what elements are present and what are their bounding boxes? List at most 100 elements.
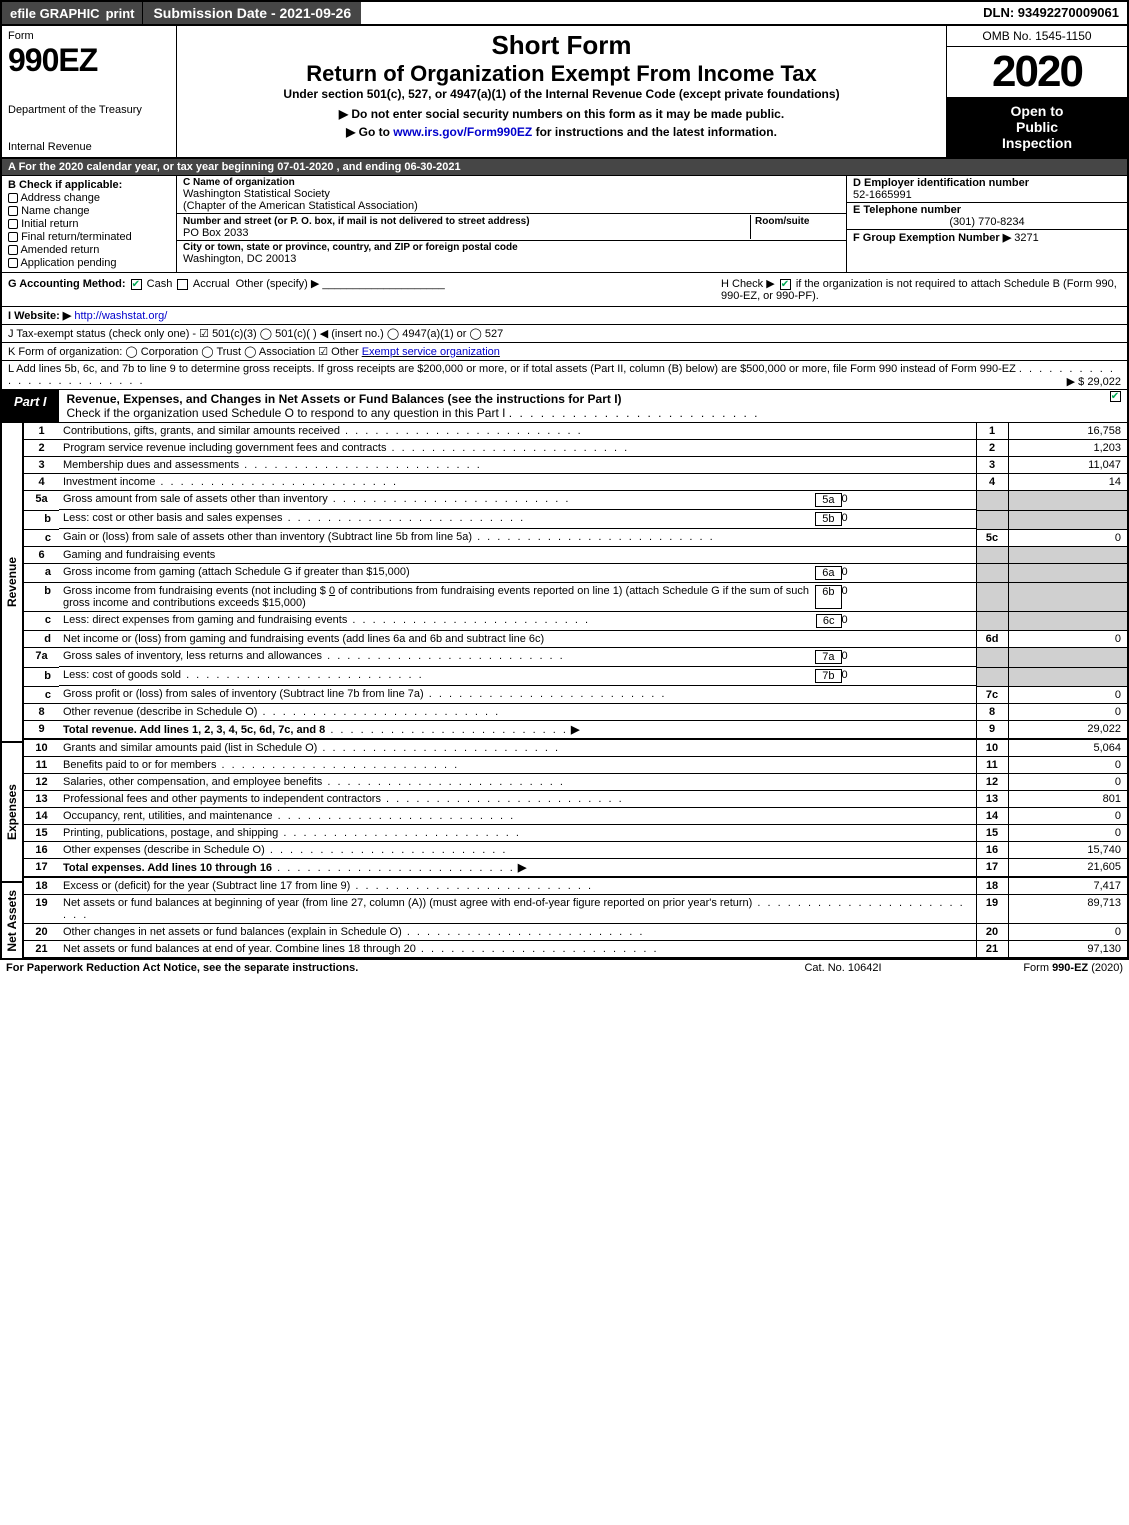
dots-icon [509,406,760,420]
omb-number: OMB No. 1545-1150 [947,26,1127,47]
topbar-efile-graphic: efile GRAPHIC print [2,2,142,24]
checkbox-icon[interactable] [8,245,18,255]
checkbox-icon[interactable] [177,279,188,290]
form-number: 990EZ [8,42,170,79]
b-amended[interactable]: Amended return [8,244,170,256]
l-text: L Add lines 5b, 6c, and 7b to line 9 to … [8,363,1016,375]
phone-value: (301) 770-8234 [853,216,1121,228]
k-value[interactable]: Exempt service organization [362,346,500,358]
open-inspection: Open to Public Inspection [947,97,1127,157]
checkbox-icon[interactable] [8,206,18,216]
org-name: Washington Statistical Society [183,188,840,200]
l-amount: ▶ $ 29,022 [1067,375,1121,388]
part-i-tag: Part I [2,390,59,422]
row-gh: G Accounting Method: Cash Accrual Other … [0,273,1129,307]
room-label: Room/suite [755,216,809,227]
line-5b: bLess: cost or other basis and sales exp… [23,510,1128,529]
ein-value: 52-1665991 [853,189,1121,201]
b-final-return[interactable]: Final return/terminated [8,231,170,243]
part-i-title-text: Revenue, Expenses, and Changes in Net As… [67,392,622,406]
side-labels: Revenue Expenses Net Assets [0,423,22,959]
insp-line1: Open to [949,103,1125,119]
submission-date: Submission Date - 2021-09-26 [142,2,361,24]
row-k-form-org: K Form of organization: ◯ Corporation ◯ … [0,343,1129,361]
lines-grid: Revenue Expenses Net Assets 1Contributio… [0,423,1129,959]
g-other: Other (specify) ▶ [236,278,320,290]
line-16: 16Other expenses (describe in Schedule O… [23,841,1128,858]
under-section: Under section 501(c), 527, or 4947(a)(1)… [183,87,940,101]
topbar: efile GRAPHIC print Submission Date - 20… [0,0,1129,26]
c-name-row: C Name of organization Washington Statis… [177,176,846,214]
insp-line2: Public [949,119,1125,135]
line-9: 9Total revenue. Add lines 1, 2, 3, 4, 5c… [23,720,1128,739]
dept-treasury: Department of the Treasury [8,104,170,116]
org-name-sub: (Chapter of the American Statistical Ass… [183,200,840,212]
checkbox-icon[interactable] [8,232,18,242]
i-label: I Website: ▶ [8,310,71,322]
lines-table: 1Contributions, gifts, grants, and simil… [22,423,1129,959]
line-14: 14Occupancy, rent, utilities, and mainte… [23,807,1128,824]
line-6: 6Gaming and fundraising events [23,546,1128,563]
topbar-spacer [361,2,975,24]
line-6c: cLess: direct expenses from gaming and f… [23,612,1128,631]
part-i-title: Revenue, Expenses, and Changes in Net As… [59,390,1103,422]
b-header: B Check if applicable: [8,179,170,191]
revenue-label: Revenue [5,557,19,607]
goto-link[interactable]: www.irs.gov/Form990EZ [393,125,532,139]
checkbox-icon[interactable] [1110,391,1121,402]
form-header: Form 990EZ Department of the Treasury In… [0,26,1129,159]
dept-irs: Internal Revenue [8,141,170,153]
c-city-label: City or town, state or province, country… [183,242,840,253]
b-name-change[interactable]: Name change [8,205,170,217]
b-address-change[interactable]: Address change [8,192,170,204]
line-15: 15Printing, publications, postage, and s… [23,824,1128,841]
line-1: 1Contributions, gifts, grants, and simil… [23,423,1128,440]
col-c: C Name of organization Washington Statis… [177,176,847,272]
f-group: F Group Exemption Number ▶ 3271 [847,230,1127,245]
line-7b: bLess: cost of goods sold7b0 [23,667,1128,686]
col-def: D Employer identification number 52-1665… [847,176,1127,272]
line-21: 21Net assets or fund balances at end of … [23,940,1128,958]
page-footer: For Paperwork Reduction Act Notice, see … [0,959,1129,976]
g-cash: Cash [147,278,173,290]
h-text1: H Check ▶ [721,278,778,290]
d-ein: D Employer identification number 52-1665… [847,176,1127,203]
b-initial-return[interactable]: Initial return [8,218,170,230]
goto-line: ▶ Go to www.irs.gov/Form990EZ for instru… [183,125,940,139]
line-6b: bGross income from fundraising events (n… [23,583,1128,612]
row-j-tax-exempt: J Tax-exempt status (check only one) - ☑… [0,325,1129,343]
short-form-title: Short Form [183,30,940,61]
b-pending[interactable]: Application pending [8,257,170,269]
row-a-taxyear: A For the 2020 calendar year, or tax yea… [0,159,1129,176]
c-addr-row: Number and street (or P. O. box, if mail… [177,214,846,241]
dln: DLN: 93492270009061 [975,2,1127,24]
g-accrual: Accrual [193,278,230,290]
col-b: B Check if applicable: Address change Na… [2,176,177,272]
website-link[interactable]: http://washstat.org/ [74,310,167,322]
part-i-checkbox[interactable] [1103,390,1127,422]
ssn-warning: ▶ Do not enter social security numbers o… [183,107,940,121]
print-link[interactable]: print [106,6,135,21]
header-left: Form 990EZ Department of the Treasury In… [2,26,177,157]
line-18: 18Excess or (deficit) for the year (Subt… [23,877,1128,895]
part-i-header: Part I Revenue, Expenses, and Changes in… [0,390,1129,423]
checkbox-icon[interactable] [8,258,18,268]
expenses-label: Expenses [5,784,19,840]
checkbox-icon[interactable] [8,219,18,229]
tax-year: 2020 [947,47,1127,97]
footer-paperwork: For Paperwork Reduction Act Notice, see … [6,962,743,974]
checkbox-icon[interactable] [131,279,142,290]
row-i-website: I Website: ▶ http://washstat.org/ [0,307,1129,325]
line-4: 4Investment income414 [23,474,1128,491]
line-11: 11Benefits paid to or for members110 [23,756,1128,773]
footer-catno: Cat. No. 10642I [743,962,943,974]
line-7c: cGross profit or (loss) from sales of in… [23,686,1128,703]
line-8: 8Other revenue (describe in Schedule O)8… [23,703,1128,720]
line-12: 12Salaries, other compensation, and empl… [23,773,1128,790]
return-title: Return of Organization Exempt From Incom… [183,61,940,87]
c-addr-label: Number and street (or P. O. box, if mail… [183,216,530,227]
line-6a: aGross income from gaming (attach Schedu… [23,563,1128,583]
header-center: Short Form Return of Organization Exempt… [177,26,947,157]
checkbox-icon[interactable] [780,279,791,290]
checkbox-icon[interactable] [8,193,18,203]
